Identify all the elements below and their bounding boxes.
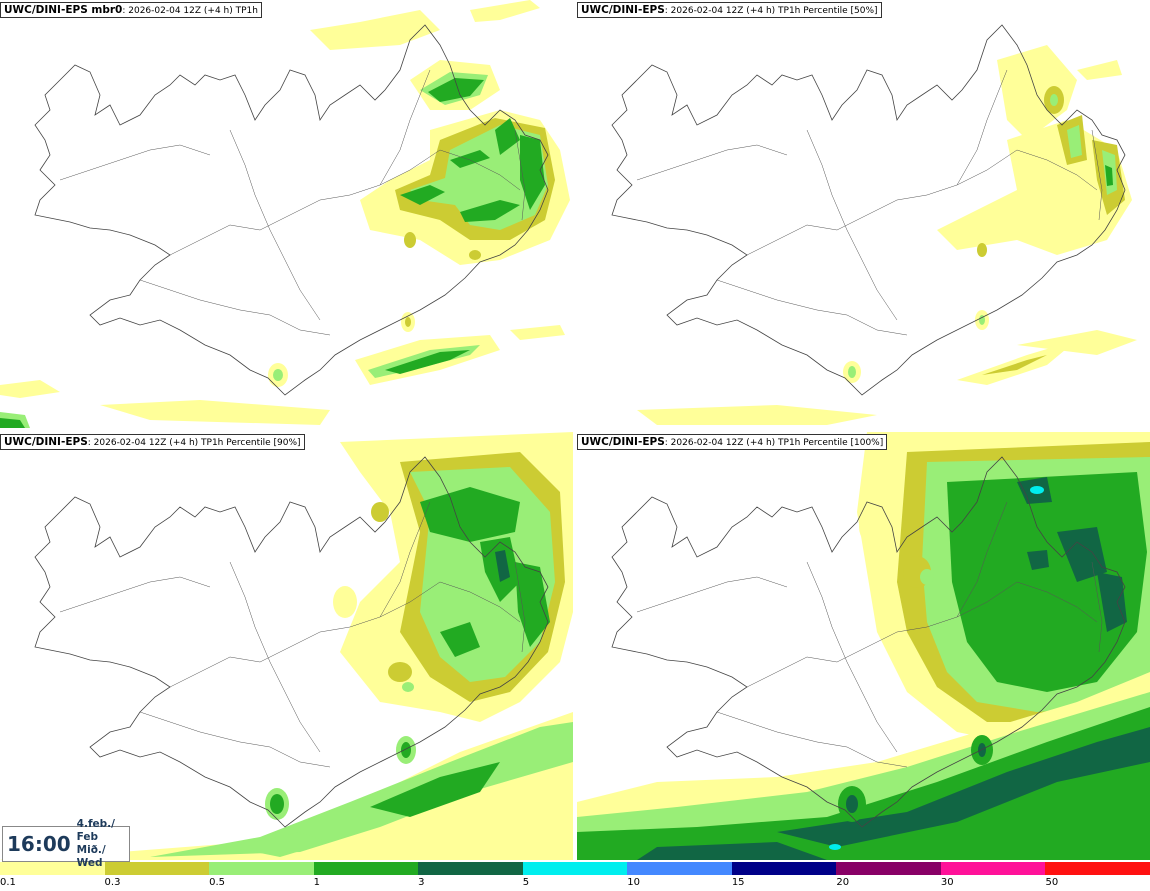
- map-panel-p90: UWC/DINI-EPS: 2026-02-04 12Z (+4 h) TP1h…: [0, 432, 573, 860]
- legend-label: 0.5: [209, 877, 225, 888]
- precip-field: [577, 432, 1150, 860]
- legend-swatch: [522, 862, 629, 875]
- panel-title: UWC/DINI-EPS: 2026-02-04 12Z (+4 h) TP1h…: [577, 434, 888, 450]
- legend-label: 30: [940, 877, 954, 888]
- valid-date-line1: 4.feb./ Feb: [76, 818, 115, 843]
- precip-map-mbr0: [0, 0, 570, 428]
- run-info: : 2026-02-04 12Z (+4 h) TP1h Percentile …: [664, 6, 878, 16]
- precip-map-p100: [577, 432, 1150, 860]
- legend-label: 1: [313, 877, 320, 888]
- legend-label: 0.3: [104, 877, 121, 888]
- model-name: UWC/DINI-EPS mbr0: [4, 4, 123, 16]
- panel-title: UWC/DINI-EPS mbr0: 2026-02-04 12Z (+4 h)…: [0, 2, 262, 18]
- valid-date-line2: Mið./ Wed: [76, 844, 106, 869]
- legend-label: 0.1: [0, 877, 16, 888]
- map-panel-p50: UWC/DINI-EPS: 2026-02-04 12Z (+4 h) TP1h…: [577, 0, 1150, 428]
- legend-swatch: [940, 862, 1047, 875]
- run-info: : 2026-02-04 12Z (+4 h) TP1h Percentile …: [664, 438, 884, 448]
- panel-title: UWC/DINI-EPS: 2026-02-04 12Z (+4 h) TP1h…: [0, 434, 305, 450]
- legend-swatch: [1045, 862, 1150, 875]
- map-panel-mbr0: UWC/DINI-EPS mbr0: 2026-02-04 12Z (+4 h)…: [0, 0, 573, 428]
- model-name: UWC/DINI-EPS: [581, 4, 665, 16]
- valid-time-box: 16:00 4.feb./ Feb Mið./ Wed: [2, 818, 130, 869]
- legend-swatch: [627, 862, 733, 875]
- valid-date: 4.feb./ Feb Mið./ Wed: [77, 818, 129, 870]
- precip-map-p50: [611, 24, 1137, 425]
- legend-swatch: [209, 862, 315, 875]
- model-name: UWC/DINI-EPS: [4, 436, 88, 448]
- legend-swatch: [836, 862, 942, 875]
- panel-title: UWC/DINI-EPS: 2026-02-04 12Z (+4 h) TP1h…: [577, 2, 882, 18]
- precip-map-p90: [0, 432, 573, 860]
- precip-field: [0, 0, 570, 428]
- model-name: UWC/DINI-EPS: [581, 436, 665, 448]
- legend-swatch: [0, 862, 106, 875]
- precip-field: [637, 45, 1137, 425]
- legend-label: 50: [1045, 877, 1059, 888]
- legend-swatch: [418, 862, 524, 875]
- legend-label: 3: [418, 877, 425, 888]
- legend-swatch: [731, 862, 838, 875]
- legend-swatch: [313, 862, 420, 875]
- color-legend: 0.1 0.3 0.5 1 3 5 10 15 20 30 50: [0, 862, 1150, 891]
- legend-label: 20: [836, 877, 850, 888]
- legend-swatch: [104, 862, 211, 875]
- map-panel-p100: UWC/DINI-EPS: 2026-02-04 12Z (+4 h) TP1h…: [577, 432, 1150, 860]
- valid-time: 16:00: [7, 832, 71, 856]
- run-info: : 2026-02-04 12Z (+4 h) TP1h Percentile …: [87, 438, 301, 448]
- legend-label: 5: [522, 877, 530, 888]
- run-info: : 2026-02-04 12Z (+4 h) TP1h: [122, 6, 258, 16]
- precip-field: [0, 432, 573, 860]
- legend-label: 10: [627, 877, 640, 888]
- legend-label: 15: [731, 877, 745, 888]
